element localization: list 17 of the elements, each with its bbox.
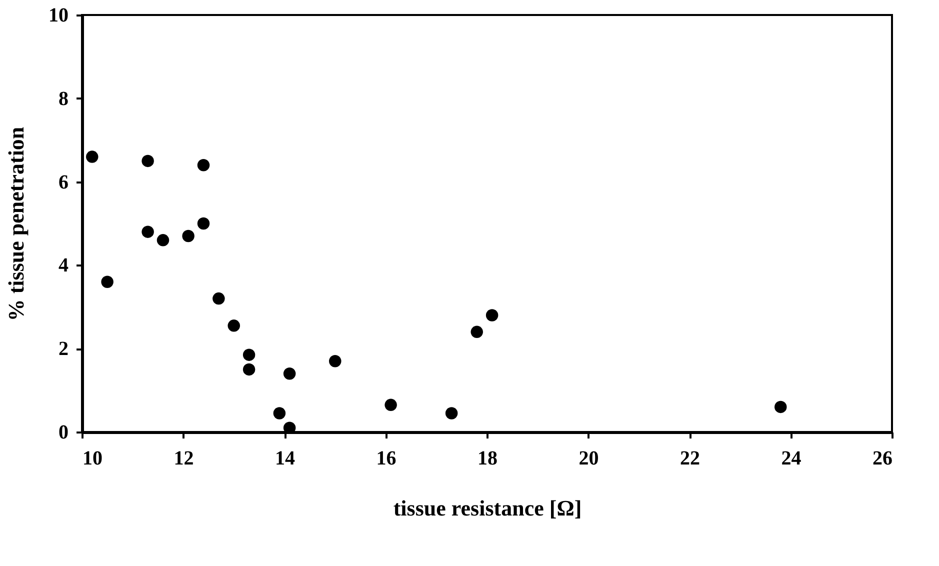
x-tick-label: 24 bbox=[781, 448, 802, 470]
x-tick-label: 26 bbox=[872, 448, 892, 470]
x-tick-label: 16 bbox=[376, 448, 396, 470]
y-axis-title: % tissue penetration bbox=[4, 126, 28, 322]
x-tick-label: 10 bbox=[82, 448, 102, 470]
y-tick-label: 6 bbox=[58, 171, 68, 194]
x-axis-title: tissue resistance [Ω] bbox=[393, 496, 582, 520]
y-tick-label: 0 bbox=[58, 422, 68, 444]
x-tick-label: 14 bbox=[275, 448, 295, 470]
y-tick-label: 2 bbox=[58, 338, 68, 360]
x-tick-label: 18 bbox=[478, 448, 498, 470]
x-tick-label: 20 bbox=[578, 448, 599, 470]
y-tick-label: 8 bbox=[58, 88, 68, 110]
x-tick-label: 12 bbox=[174, 448, 194, 470]
y-tick-label: 10 bbox=[48, 4, 68, 26]
y-tick-label: 4 bbox=[58, 254, 68, 277]
x-tick-label: 22 bbox=[680, 448, 700, 470]
